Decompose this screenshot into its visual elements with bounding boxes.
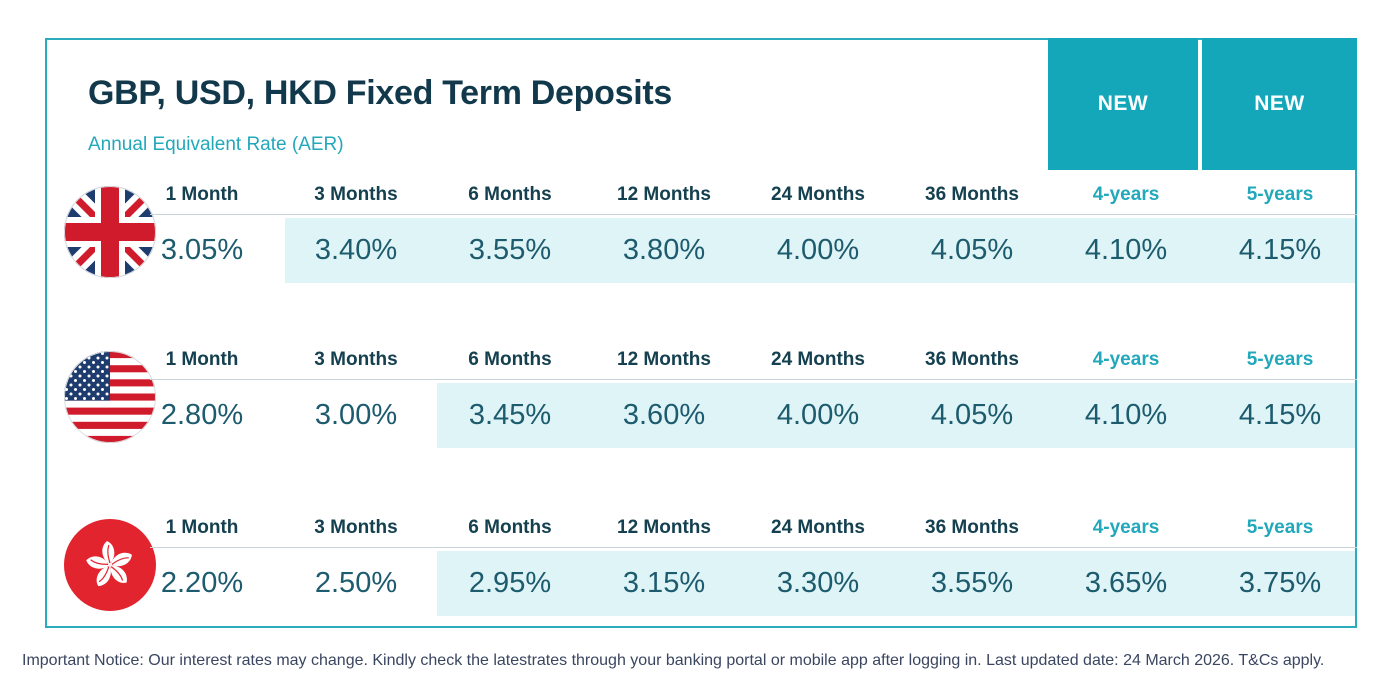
page-title: GBP, USD, HKD Fixed Term Deposits — [88, 74, 672, 112]
column-header: 24 Months — [771, 517, 865, 538]
column-header: 24 Months — [771, 184, 865, 205]
column-header: 12 Months — [617, 184, 711, 205]
column-header-new: 5-years — [1246, 517, 1314, 538]
rate-value: 3.15% — [622, 567, 706, 599]
column-header: 36 Months — [925, 517, 1019, 538]
column-header-new: 4-years — [1092, 349, 1160, 370]
us-flag-icon — [64, 351, 156, 443]
rate-value: 4.10% — [1084, 234, 1168, 266]
row-divider — [150, 547, 1357, 548]
important-notice: Important Notice: Our interest rates may… — [22, 652, 1325, 669]
rate-value: 3.30% — [776, 567, 860, 599]
column-header: 6 Months — [468, 184, 552, 205]
column-header: 1 Month — [165, 184, 239, 205]
rate-value: 4.15% — [1238, 234, 1322, 266]
rate-value: 3.00% — [314, 399, 398, 431]
rate-row-usd: 1 Month 3 Months 6 Months 12 Months 24 M… — [0, 345, 1400, 455]
rate-value: 3.75% — [1238, 567, 1322, 599]
rate-value: 3.80% — [622, 234, 706, 266]
rate-value: 3.45% — [468, 399, 552, 431]
column-header: 3 Months — [314, 517, 398, 538]
column-header: 1 Month — [165, 349, 239, 370]
rate-value: 4.05% — [930, 399, 1014, 431]
column-header: 24 Months — [771, 349, 865, 370]
rate-value: 3.55% — [930, 567, 1014, 599]
new-badge-4years: NEW — [1048, 38, 1198, 170]
rate-value: 3.60% — [622, 399, 706, 431]
row-divider — [150, 214, 1357, 215]
column-header-new: 4-years — [1092, 517, 1160, 538]
rate-value: 4.00% — [776, 399, 860, 431]
column-header-new: 5-years — [1246, 349, 1314, 370]
column-header: 36 Months — [925, 349, 1019, 370]
rate-value: 3.05% — [160, 234, 244, 266]
highlight-band — [437, 551, 1355, 616]
uk-flag-icon — [64, 186, 156, 278]
column-header-new: 5-years — [1246, 184, 1314, 205]
rate-value: 4.05% — [930, 234, 1014, 266]
column-header: 3 Months — [314, 349, 398, 370]
column-header: 1 Month — [165, 517, 239, 538]
rate-value: 3.40% — [314, 234, 398, 266]
column-header-new: 4-years — [1092, 184, 1160, 205]
column-header: 3 Months — [314, 184, 398, 205]
new-badge-5years: NEW — [1202, 38, 1357, 170]
rate-value: 4.10% — [1084, 399, 1168, 431]
rate-value: 4.00% — [776, 234, 860, 266]
rate-value: 2.95% — [468, 567, 552, 599]
rate-value: 2.50% — [314, 567, 398, 599]
hk-flag-icon — [64, 519, 156, 611]
rate-value: 2.80% — [160, 399, 244, 431]
highlight-band — [285, 218, 1355, 283]
rate-value: 2.20% — [160, 567, 244, 599]
row-divider — [150, 379, 1357, 380]
rate-value: 4.15% — [1238, 399, 1322, 431]
highlight-band — [437, 383, 1355, 448]
rate-row-hkd: 1 Month 3 Months 6 Months 12 Months 24 M… — [0, 513, 1400, 623]
rate-value: 3.65% — [1084, 567, 1168, 599]
column-header: 12 Months — [617, 349, 711, 370]
page-subtitle: Annual Equivalent Rate (AER) — [88, 134, 344, 155]
column-header: 12 Months — [617, 517, 711, 538]
column-header: 6 Months — [468, 517, 552, 538]
column-header: 36 Months — [925, 184, 1019, 205]
rate-value: 3.55% — [468, 234, 552, 266]
column-header: 6 Months — [468, 349, 552, 370]
rate-row-gbp: 1 Month 3 Months 6 Months 12 Months 24 M… — [0, 180, 1400, 290]
